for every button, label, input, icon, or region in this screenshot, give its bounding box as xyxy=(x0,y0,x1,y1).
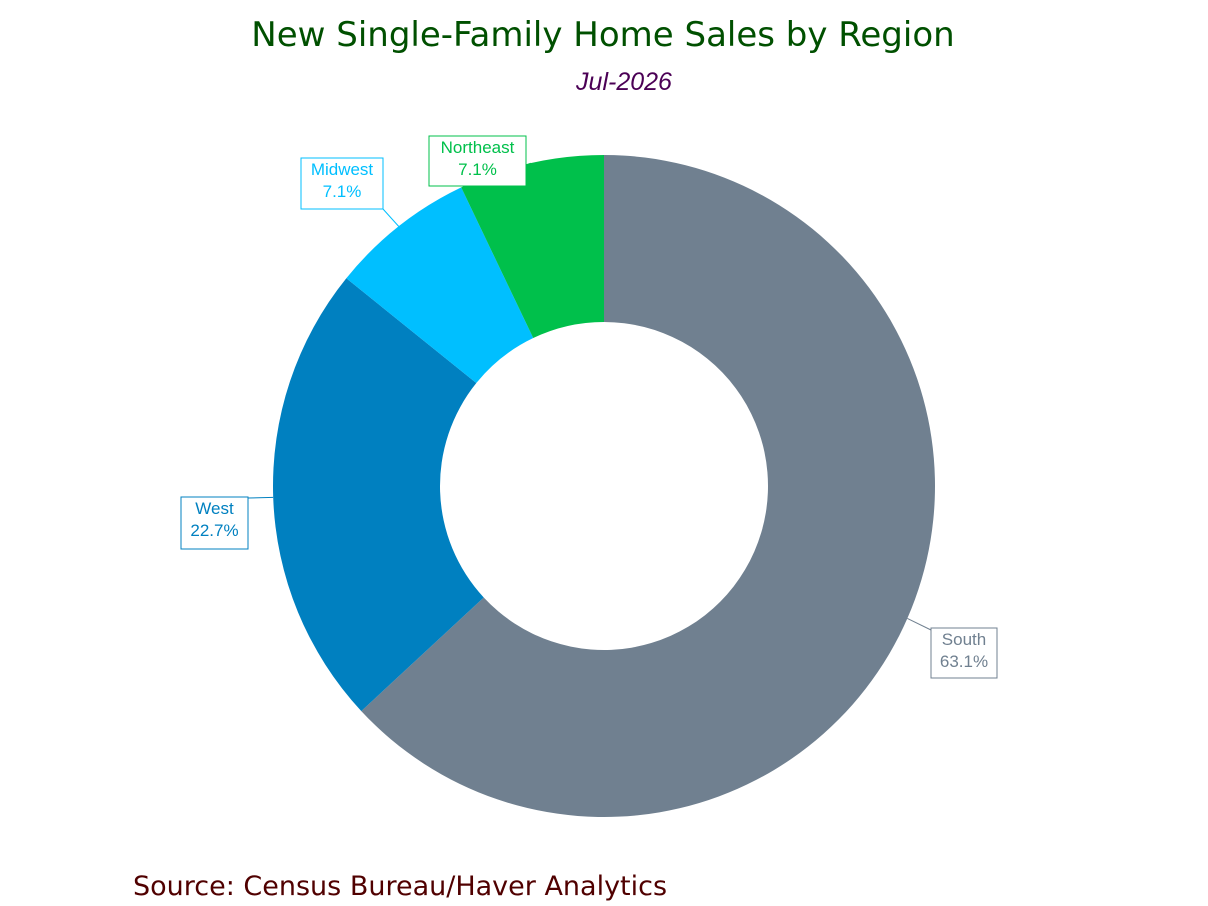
label-name-midwest: Midwest xyxy=(311,160,374,179)
label-box-midwest xyxy=(300,157,384,210)
label-name-northeast: Northeast xyxy=(441,138,515,157)
chart-title: New Single-Family Home Sales by Region xyxy=(251,15,954,55)
label-value-south: 63.1% xyxy=(940,652,988,671)
label-midwest: Midwest 7.1% xyxy=(300,157,400,227)
leader-line-south xyxy=(907,617,932,631)
label-name-south: South xyxy=(942,630,986,649)
chart-subtitle: Jul-2026 xyxy=(575,68,672,96)
label-box-west xyxy=(180,496,249,550)
label-value-west: 22.7% xyxy=(190,521,238,540)
label-northeast: Northeast 7.1% xyxy=(428,135,531,187)
label-box-south xyxy=(930,627,998,679)
label-value-northeast: 7.1% xyxy=(458,160,497,179)
label-west: West 22.7% xyxy=(180,496,274,550)
slice-northeast xyxy=(461,155,604,339)
label-south: South 63.1% xyxy=(907,617,998,679)
slice-midwest xyxy=(346,187,534,384)
leader-line-west xyxy=(247,496,274,499)
slice-west xyxy=(273,278,484,712)
label-name-west: West xyxy=(195,499,234,518)
label-value-midwest: 7.1% xyxy=(323,182,362,201)
source-note: Source: Census Bureau/Haver Analytics xyxy=(133,871,667,902)
labels-group: South 63.1% West 22.7% Midwest 7.1% Northeast 7… xyxy=(180,135,998,679)
slice-south xyxy=(361,155,935,817)
leader-line-midwest xyxy=(382,208,400,227)
slices-group xyxy=(273,155,935,817)
label-box-northeast xyxy=(428,135,527,187)
